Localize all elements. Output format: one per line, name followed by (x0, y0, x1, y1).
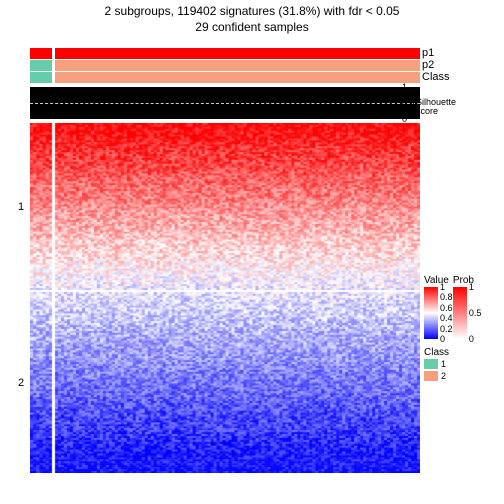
silhouette-block (30, 87, 420, 119)
band-Class (30, 72, 420, 83)
band-p1 (30, 48, 420, 59)
heatmap-canvas (30, 123, 420, 473)
row-group-label-2: 2 (18, 377, 24, 389)
legend-gradient-value (424, 287, 438, 339)
band-label-p2: p2 (422, 59, 434, 71)
silhouette-tick-0.5: 0.5 (402, 98, 415, 108)
title-line-1: 2 subgroups, 119402 signatures (31.8%) w… (0, 4, 504, 18)
silhouette-dash (30, 103, 420, 104)
band-label-p1: p1 (422, 47, 434, 59)
chart-title: 2 subgroups, 119402 signatures (31.8%) w… (0, 4, 504, 34)
class-swatch-color-2 (424, 371, 438, 381)
silhouette-tick-0: 0 (402, 114, 407, 124)
legend-value-prob: Value10.80.60.40.20Prob10.50 (424, 275, 502, 339)
legend-class: Class1 2 (424, 347, 502, 381)
band-label-Class: Class (422, 71, 450, 83)
band-Class-g2 (55, 72, 420, 83)
band-p2 (30, 60, 420, 71)
band-p1-g2 (55, 48, 420, 59)
class-swatch-1: 1 (424, 359, 502, 369)
row-group-label-1: 1 (18, 201, 24, 213)
class-swatch-color-1 (424, 359, 438, 369)
heatmap: 12 (30, 123, 420, 473)
class-swatch-2: 2 (424, 371, 502, 381)
band-p1-g1 (30, 48, 52, 59)
legend-title-class: Class (424, 347, 502, 358)
band-p2-g1 (30, 60, 52, 71)
band-p2-g2 (55, 60, 420, 71)
silhouette-tick-1: 1 (402, 82, 407, 92)
silhouette-label: Silhouettescore (416, 98, 456, 116)
legend-gradient-prob (453, 287, 467, 339)
figure-area: p1p2Class 12 10.50Silhouettescore (10, 48, 420, 493)
legend-area: Value10.80.60.40.20Prob10.50 Class1 2 (424, 275, 502, 389)
legend-title-value: Value (424, 275, 449, 286)
band-Class-g1 (30, 72, 52, 83)
title-line-2: 29 confident samples (0, 20, 504, 34)
